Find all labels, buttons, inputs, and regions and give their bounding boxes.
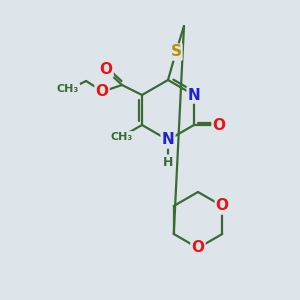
Text: N: N <box>162 133 174 148</box>
Text: CH₃: CH₃ <box>111 132 133 142</box>
Text: CH₃: CH₃ <box>57 84 79 94</box>
Text: O: O <box>191 241 205 256</box>
Text: O: O <box>212 118 226 133</box>
Text: S: S <box>170 44 182 59</box>
Text: O: O <box>95 83 109 98</box>
Text: N: N <box>188 88 200 103</box>
Text: H: H <box>163 155 173 169</box>
Text: O: O <box>100 61 112 76</box>
Text: O: O <box>216 199 229 214</box>
